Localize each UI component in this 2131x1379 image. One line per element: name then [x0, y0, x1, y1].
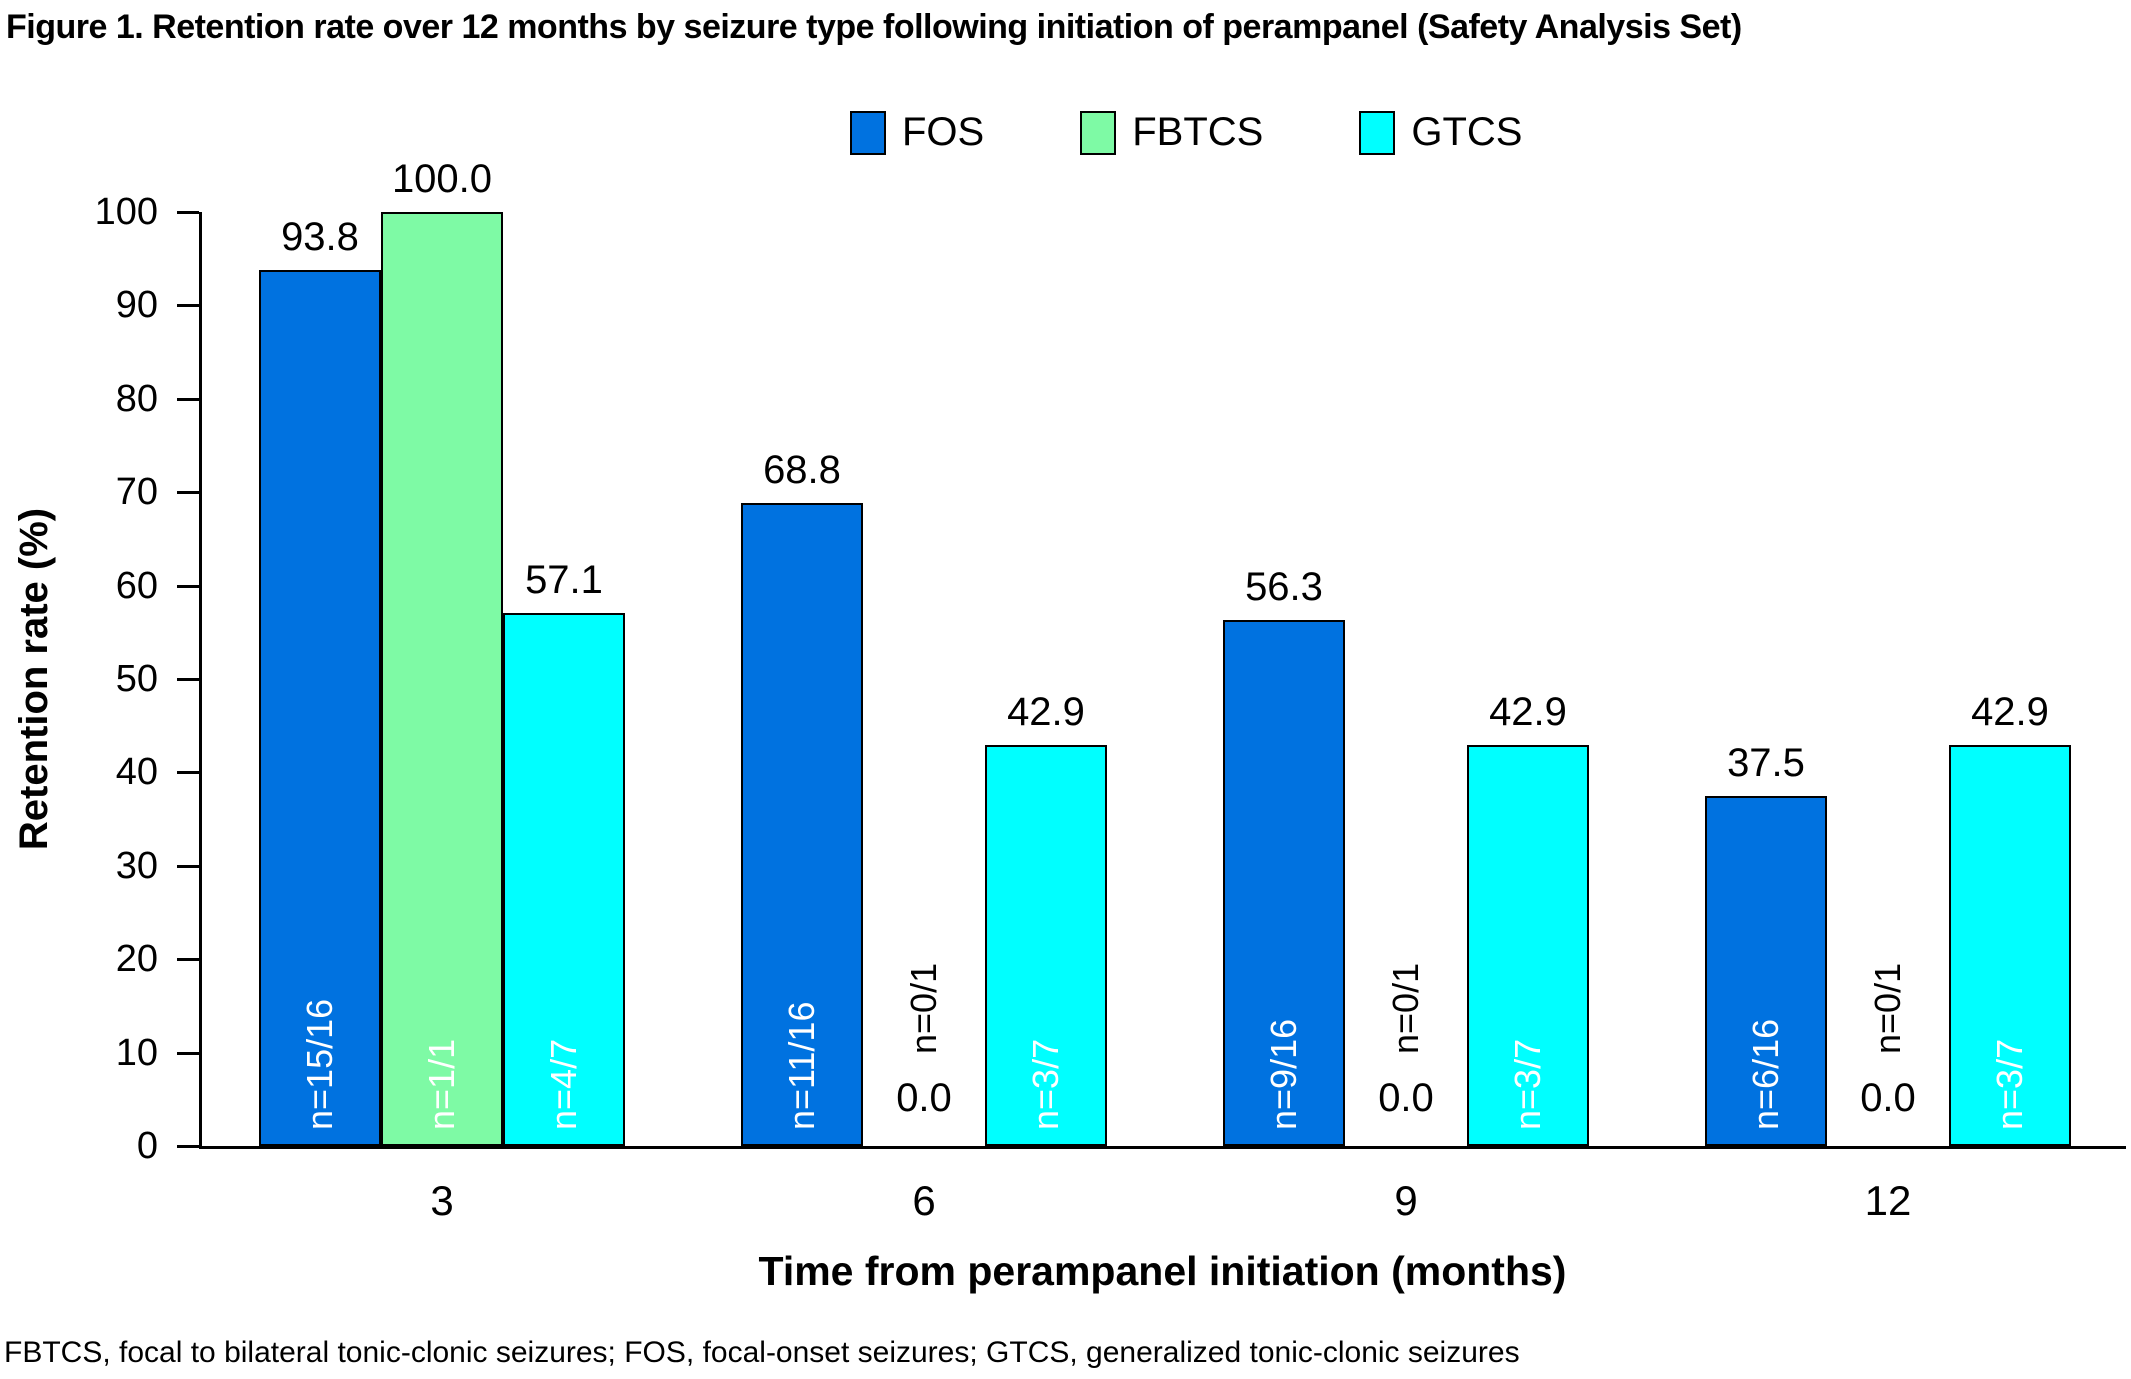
bar-n-label: n=4/7 — [543, 1038, 584, 1130]
bar-n-label: n=0/1 — [1867, 962, 1908, 1054]
legend-item-fos: FOS — [850, 110, 984, 155]
y-tick-label: 0 — [136, 1125, 158, 1167]
y-tick — [177, 211, 199, 214]
legend-swatch-fos — [850, 110, 886, 155]
bar-value-label: 68.8 — [763, 448, 841, 493]
bar-fos — [741, 503, 863, 1146]
legend-label-fos: FOS — [902, 110, 985, 154]
y-tick — [177, 678, 199, 681]
x-category-label: 6 — [912, 1177, 936, 1224]
bar-n-label: n=3/7 — [1507, 1038, 1548, 1130]
bar-gtcs — [503, 612, 625, 1146]
y-tick — [177, 958, 199, 962]
bar-value-label: 42.9 — [1971, 690, 2049, 735]
x-axis-line — [199, 1146, 2126, 1149]
legend-swatch-fbtcs — [1080, 110, 1117, 155]
y-tick-label: 70 — [115, 471, 158, 514]
y-tick-label: 60 — [115, 564, 158, 607]
bar-fbtcs — [381, 212, 503, 1146]
bar-gtcs — [1949, 745, 2071, 1146]
legend-item-gtcs: GTCS — [1359, 110, 1522, 155]
bar-value-label: 100.0 — [391, 157, 493, 201]
bar-n-label: n=1/1 — [421, 1038, 462, 1130]
legend-swatch-gtcs — [1359, 110, 1396, 155]
figure-footnote: FBTCS, focal to bilateral tonic-clonic s… — [4, 1336, 1520, 1369]
y-tick-label: 80 — [115, 377, 158, 420]
bar-value-label: 93.8 — [281, 214, 359, 259]
y-tick — [177, 491, 199, 495]
y-tick-label: 10 — [115, 1031, 158, 1074]
y-tick — [177, 304, 199, 308]
bar-n-label: n=3/7 — [1025, 1038, 1066, 1130]
bar-value-label: 0.0 — [1378, 1076, 1434, 1120]
bar-n-label: n=11/16 — [781, 1001, 822, 1130]
x-axis-title: Time from perampanel initiation (months) — [758, 1248, 1567, 1294]
y-tick — [177, 397, 199, 401]
legend-item-fbtcs: FBTCS — [1080, 110, 1263, 155]
bar-value-label: 57.1 — [525, 557, 603, 602]
bar-n-label: n=0/1 — [903, 962, 944, 1054]
bar-value-label: 0.0 — [1860, 1076, 1916, 1120]
bar-value-label: 56.3 — [1245, 565, 1323, 610]
x-category-label: 3 — [430, 1177, 454, 1224]
y-tick-label: 90 — [115, 284, 158, 327]
bar-n-label: n=0/1 — [1385, 962, 1426, 1054]
y-tick — [177, 1145, 199, 1148]
y-tick-label: 40 — [115, 751, 158, 794]
x-category-label: 9 — [1394, 1177, 1418, 1224]
bar-gtcs — [985, 745, 1107, 1146]
bar-fos — [1223, 620, 1345, 1146]
legend-label-gtcs: GTCS — [1411, 110, 1523, 154]
bar-n-label: n=3/7 — [1989, 1038, 2030, 1130]
bar-fos — [259, 269, 381, 1146]
bar-n-label: n=9/16 — [1263, 1018, 1304, 1130]
bar-value-label: 0.0 — [896, 1076, 952, 1120]
figure-title: Figure 1. Retention rate over 12 months … — [6, 8, 1742, 46]
bar-value-label: 42.9 — [1007, 690, 1085, 735]
bar-value-label: 37.5 — [1727, 740, 1805, 785]
y-tick-label: 20 — [115, 938, 158, 981]
y-tick — [177, 1051, 199, 1055]
y-tick-label: 50 — [115, 658, 158, 700]
y-tick — [177, 771, 199, 775]
y-tick-label: 100 — [94, 191, 158, 233]
bar-gtcs — [1467, 745, 1589, 1146]
legend: FOS FBTCS GTCS — [850, 110, 1522, 155]
x-category-label: 12 — [1864, 1177, 1912, 1224]
y-tick — [177, 864, 199, 868]
bar-n-label: n=6/16 — [1745, 1018, 1786, 1130]
y-axis-line — [199, 212, 202, 1149]
bar-n-label: n=15/16 — [299, 998, 340, 1130]
legend-label-fbtcs: FBTCS — [1132, 110, 1264, 154]
y-tick-label: 30 — [115, 844, 158, 887]
bar-fos — [1705, 795, 1827, 1146]
y-tick — [177, 584, 199, 588]
bar-value-label: 42.9 — [1489, 690, 1567, 735]
